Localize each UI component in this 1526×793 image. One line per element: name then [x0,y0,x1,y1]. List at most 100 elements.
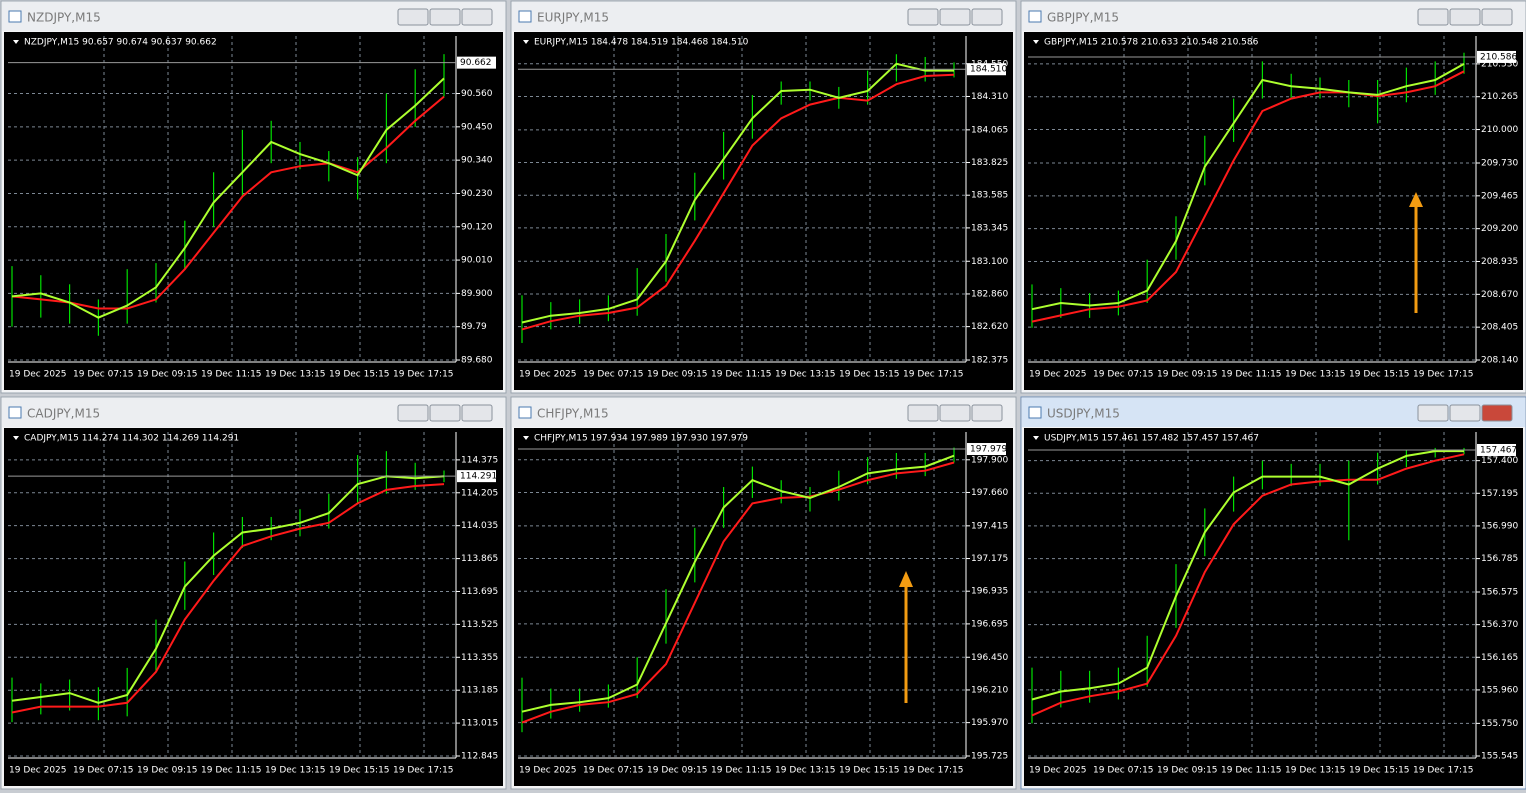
y-tick-label: 156.575 [1481,588,1518,598]
slow-ma-line [521,73,955,331]
window-title: GBPJPY,M15 [1047,11,1119,25]
last-price-box [1477,443,1516,456]
y-tick-label: 183.825 [971,158,1008,168]
x-tick-label: 19 Dec 2025 [9,370,67,380]
chart-area [1024,32,1523,390]
y-tick-label: 210.530 [1481,59,1518,69]
y-tick-label: 113.695 [461,587,498,597]
chart-area [514,428,1013,786]
y-tick-label: 156.370 [1481,620,1518,630]
x-tick-label: 19 Dec 13:15 [1285,370,1346,380]
chart-window: USDJPY,M15 155.545 155.750 155.960 156.165 15… [1020,396,1526,790]
x-tick-label: 19 Dec 11:15 [201,370,262,380]
y-tick-label: 209.465 [1481,191,1518,201]
y-tick-label: 113.525 [461,620,498,630]
minimize-button[interactable] [1417,404,1449,422]
info-marker [523,436,529,440]
info-marker [523,40,529,44]
y-tick-label: 184.065 [971,125,1008,135]
y-tick-label: 156.990 [1481,521,1518,531]
info-line: CHFJPY,M15 197.934 197.989 197.930 197.9… [534,434,748,444]
chart-area [514,32,1013,390]
fast-ma-line [11,475,445,704]
y-tick-label: 114.375 [461,455,498,465]
maximize-button[interactable] [429,8,461,26]
x-tick-label: 19 Dec 09:15 [1157,370,1218,380]
x-tick-label: 19 Dec 13:15 [775,766,836,776]
x-tick-label: 19 Dec 15:15 [839,766,900,776]
y-tick-label: 155.545 [1481,752,1518,762]
last-price-box [457,470,496,483]
x-tick-label: 19 Dec 13:15 [265,370,326,380]
y-tick-label: 183.100 [971,257,1008,267]
chart-window: NZDJPY,M15 89.680 89.79 89.900 90.010 90.120 9… [0,0,507,394]
x-tick-label: 19 Dec 09:15 [647,766,708,776]
close-button[interactable] [971,8,1003,26]
last-price-box [967,63,1006,76]
info-line: CADJPY,M15 114.274 114.302 114.269 114.2… [24,434,239,444]
minimize-button[interactable] [907,404,939,422]
window-icon [518,10,532,23]
x-tick-label: 19 Dec 2025 [9,766,67,776]
x-tick-label: 19 Dec 15:15 [329,370,390,380]
slow-ma-line [1031,453,1465,717]
info-line: EURJPY,M15 184.478 184.519 184.468 184.5… [534,38,749,48]
y-tick-label: 197.900 [971,455,1008,465]
x-tick-label: 19 Dec 07:15 [73,766,134,776]
x-tick-label: 19 Dec 2025 [1029,370,1087,380]
x-tick-label: 19 Dec 07:15 [1093,766,1154,776]
minimize-button[interactable] [907,8,939,26]
x-tick-label: 19 Dec 15:15 [329,766,390,776]
close-button[interactable] [971,404,1003,422]
maximize-button[interactable] [1449,8,1481,26]
x-tick-label: 19 Dec 17:15 [1413,766,1474,776]
info-line: GBPJPY,M15 210.578 210.633 210.548 210.5… [1044,38,1259,48]
chart-window: GBPJPY,M15 208.140 208.405 208.670 208.935 20… [1020,0,1526,394]
x-tick-label: 19 Dec 15:15 [839,370,900,380]
last-price-box [967,443,1006,456]
slow-ma-line [521,461,955,724]
close-button[interactable] [1481,404,1513,422]
y-tick-label: 89.79 [461,322,487,332]
minimize-button[interactable] [1417,8,1449,26]
x-tick-label: 19 Dec 09:15 [647,370,708,380]
maximize-button[interactable] [429,404,461,422]
arrow [1409,192,1423,313]
y-tick-label: 113.865 [461,554,498,564]
last-price-label: 157.467 [1480,445,1517,455]
close-button[interactable] [461,8,493,26]
window-title: USDJPY,M15 [1047,407,1120,421]
x-tick-label: 19 Dec 07:15 [1093,370,1154,380]
slow-ma-line [11,95,445,310]
x-tick-label: 19 Dec 2025 [519,370,577,380]
minimize-button[interactable] [397,404,429,422]
chart-window: CHFJPY,M15 195.725 195.970 196.210 196.450 19… [510,396,1017,790]
last-price-label: 90.662 [460,58,492,68]
close-button[interactable] [461,404,493,422]
x-tick-label: 19 Dec 11:15 [711,370,772,380]
y-tick-label: 197.660 [971,488,1008,498]
y-tick-label: 113.185 [461,686,498,696]
x-tick-label: 19 Dec 13:15 [265,766,326,776]
x-tick-label: 19 Dec 17:15 [393,370,454,380]
y-tick-label: 208.670 [1481,290,1518,300]
info-marker [1033,436,1039,440]
y-tick-label: 113.015 [461,719,498,729]
y-tick-label: 114.035 [461,521,498,531]
x-tick-label: 19 Dec 15:15 [1349,766,1410,776]
window-title: NZDJPY,M15 [27,11,101,25]
minimize-button[interactable] [397,8,429,26]
y-tick-label: 90.010 [461,256,493,266]
chart-area [4,428,503,786]
fast-ma-line [521,454,955,713]
y-tick-label: 184.310 [971,92,1008,102]
x-tick-label: 19 Dec 11:15 [1221,370,1282,380]
maximize-button[interactable] [1449,404,1481,422]
maximize-button[interactable] [939,8,971,26]
y-tick-label: 208.935 [1481,257,1518,267]
y-tick-label: 113.355 [461,653,498,663]
y-tick-label: 197.175 [971,554,1008,564]
maximize-button[interactable] [939,404,971,422]
close-button[interactable] [1481,8,1513,26]
